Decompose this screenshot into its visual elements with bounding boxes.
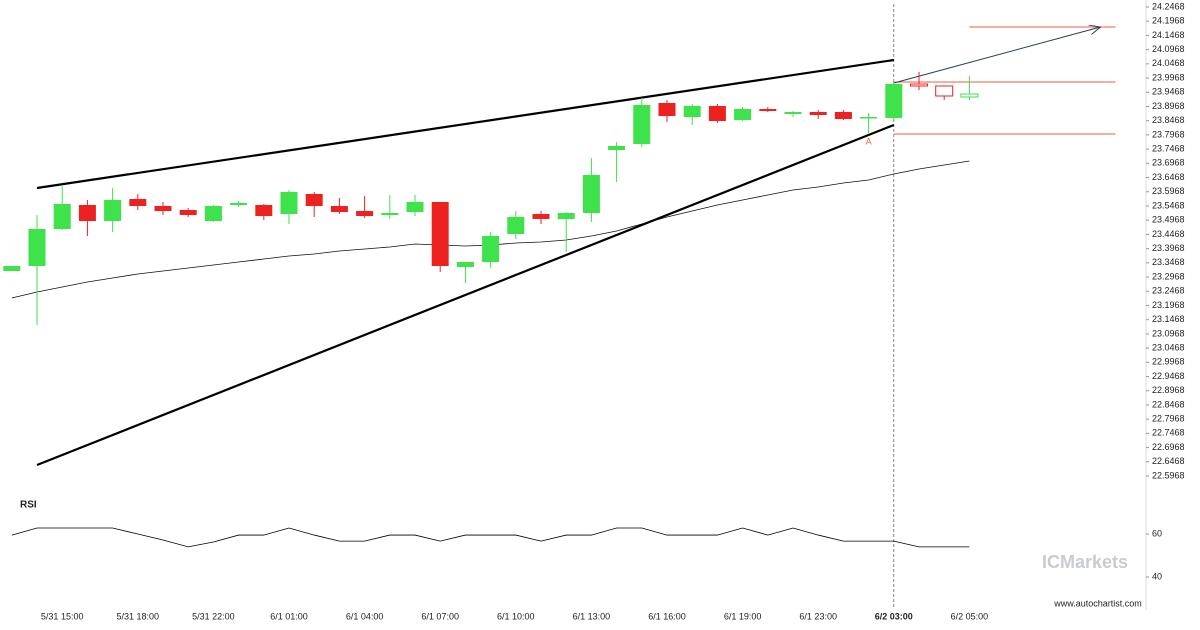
x-tick-label: 5/31 15:00 (41, 611, 84, 621)
candle-body (456, 261, 474, 267)
candle-body (683, 105, 701, 117)
y-tick-label: 23.3468 (1152, 257, 1185, 267)
y-tick-label: 23.2468 (1152, 286, 1185, 296)
candle-body (482, 235, 500, 262)
candle-body (28, 228, 46, 266)
candle-body (935, 85, 954, 97)
candle-body (381, 212, 399, 216)
candle-body (809, 111, 827, 116)
x-tick-label: 6/1 16:00 (648, 611, 686, 621)
y-tick-label: 23.7468 (1152, 143, 1185, 153)
candle-body (532, 214, 550, 219)
candle-body (154, 205, 172, 211)
rsi-title: RSI (20, 500, 37, 511)
y-tick-label: 23.6968 (1152, 158, 1185, 168)
candle-body (204, 205, 222, 222)
candle-body (557, 212, 575, 219)
y-tick-label: 22.8468 (1152, 399, 1185, 409)
y-tick-label: 23.4968 (1152, 215, 1185, 225)
x-tick-label: 6/1 07:00 (421, 611, 459, 621)
y-tick-label: 24.1468 (1152, 30, 1185, 40)
y-tick-label: 23.8968 (1152, 101, 1185, 111)
y-tick-label: 22.7968 (1152, 414, 1185, 424)
y-tick-label: 23.0968 (1152, 328, 1185, 338)
candle-body (960, 93, 979, 98)
trendline (36, 123, 895, 467)
y-tick-label: 23.7968 (1152, 129, 1185, 139)
y-tick-label: 22.6468 (1152, 456, 1185, 466)
y-tick-label: 23.1968 (1152, 300, 1185, 310)
y-tick-label: 24.2468 (1152, 1, 1185, 11)
y-tick-label: 23.8468 (1152, 115, 1185, 125)
candle-body (305, 193, 323, 206)
trendline (36, 58, 894, 190)
y-tick-label: 23.6468 (1152, 172, 1185, 182)
candle-body (582, 175, 600, 213)
y-tick-label: 24.0968 (1152, 44, 1185, 54)
candle-body (860, 116, 878, 119)
y-tick-label: 22.5968 (1152, 470, 1185, 480)
candle-body (3, 265, 21, 272)
candle-body (53, 204, 71, 229)
candle-body (255, 204, 273, 216)
candle-body (658, 103, 676, 117)
x-tick-label: 6/1 04:00 (346, 611, 384, 621)
candle-body (280, 192, 298, 215)
candle-body (431, 201, 449, 266)
candle-body (179, 210, 197, 216)
x-tick-label: 6/1 01:00 (270, 611, 308, 621)
y-tick-label: 23.1468 (1152, 314, 1185, 324)
y-tick-label: 24.1968 (1152, 16, 1185, 26)
y-tick-label: 23.9468 (1152, 87, 1185, 97)
candle-body (608, 145, 626, 150)
x-tick-label: 6/1 10:00 (497, 611, 535, 621)
y-tick-label: 23.5468 (1152, 200, 1185, 210)
candle-body (230, 203, 248, 205)
x-tick-label: 6/1 19:00 (724, 611, 762, 621)
x-tick-label: 6/2 05:00 (951, 611, 989, 621)
y-tick-label: 22.6968 (1152, 442, 1185, 452)
candle-body (708, 105, 726, 122)
candle-body (330, 205, 348, 212)
candle-body (356, 210, 374, 216)
y-tick-label: 23.2968 (1152, 271, 1185, 281)
candle-body (104, 199, 122, 222)
candle-body (885, 83, 903, 118)
x-tick-label: 5/31 22:00 (192, 611, 235, 621)
x-tick-label: 6/1 23:00 (799, 611, 837, 621)
y-tick-label: 23.5968 (1152, 186, 1185, 196)
y-tick-label: 23.4468 (1152, 229, 1185, 239)
source: www.autochartist.com (1053, 598, 1142, 608)
candle-body (507, 216, 525, 234)
y-tick-label: 22.9968 (1152, 357, 1185, 367)
y-tick-label: 24.0468 (1152, 58, 1185, 68)
candle-body (910, 83, 928, 87)
x-tick-label: 6/1 13:00 (573, 611, 611, 621)
y-tick-label: 22.8968 (1152, 385, 1185, 395)
moving-average (11, 160, 970, 299)
y-tick-label: 23.0468 (1152, 342, 1185, 352)
y-tick-label: 23.3968 (1152, 243, 1185, 253)
candle-body (784, 111, 802, 115)
annotation: A (866, 136, 872, 146)
candle-body (78, 204, 96, 222)
candle-body (633, 105, 651, 145)
x-tick-label: 6/2 03:00 (875, 611, 913, 621)
candle-body (759, 109, 777, 111)
candle-body (129, 199, 147, 206)
watermark: ICMarkets (1042, 552, 1128, 572)
candle-body (734, 109, 752, 121)
y-tick-label: 22.7468 (1152, 428, 1185, 438)
y-tick-label: 22.9468 (1152, 371, 1185, 381)
x-tick-label: 5/31 18:00 (117, 611, 160, 621)
rsi-line (11, 527, 970, 548)
y-tick-label: 60 (1152, 528, 1162, 538)
candle-body (834, 111, 852, 119)
y-tick-label: 23.9968 (1152, 72, 1185, 82)
y-tick-label: 40 (1152, 571, 1162, 581)
candle-body (406, 201, 424, 212)
forecast-arrow (893, 27, 1101, 84)
